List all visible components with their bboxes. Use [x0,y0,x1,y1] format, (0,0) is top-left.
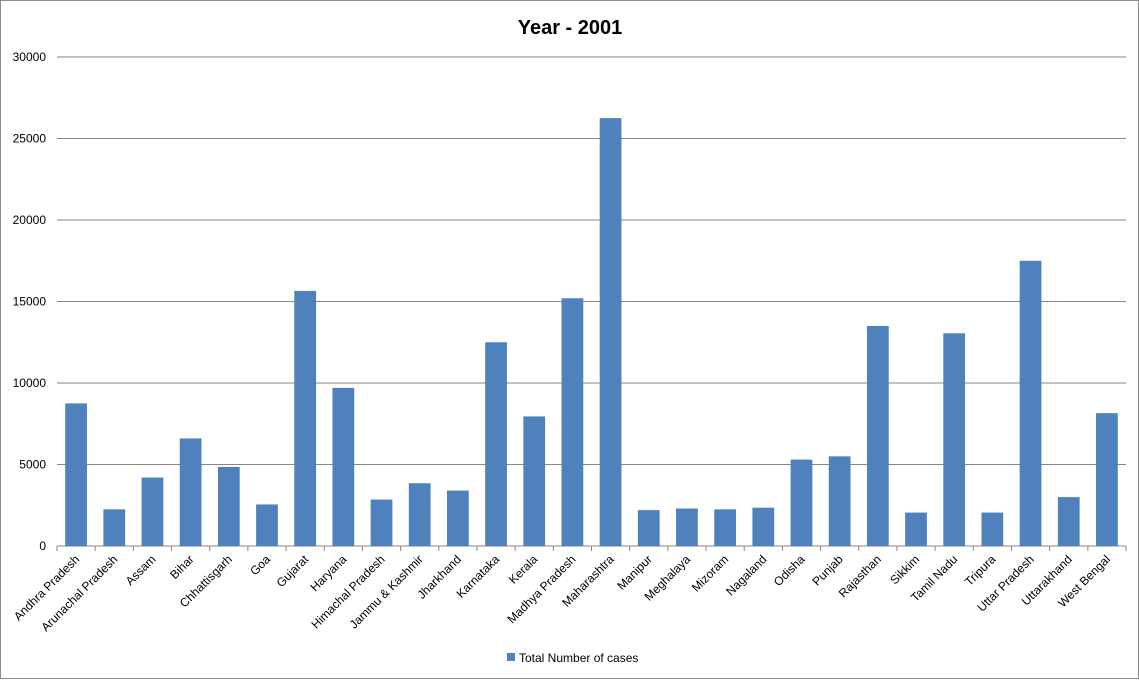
x-tick-label: Sikkim [887,552,922,587]
bars [65,118,1118,546]
y-tick-label: 0 [39,539,46,553]
x-tick-label: Goa [247,552,273,578]
x-tick-label: Assam [123,552,159,588]
bar [332,387,355,546]
x-tick-label: Madhya Pradesh [504,552,578,626]
x-tick-label: Bihar [167,552,197,582]
x-tick-label: Punjab [809,552,846,589]
bar [676,508,698,546]
bar [256,504,278,546]
gridlines [57,56,1126,547]
bar [103,509,126,546]
bar [1096,413,1118,546]
bar [1019,260,1042,546]
bar [866,325,889,546]
y-tick-label: 10000 [13,376,47,390]
bar [446,490,469,546]
bar [637,510,660,546]
bar [790,459,813,546]
y-tick-label: 15000 [13,295,47,309]
bar [1057,497,1080,546]
bar [714,509,737,546]
bar [599,118,622,546]
bar [905,512,927,546]
bar [485,342,507,546]
bar [65,403,87,546]
x-tick-label: Andhra Pradesh [11,552,82,623]
legend: Total Number of cases [507,651,638,665]
bar [561,298,584,546]
x-tick-label: Tripura [962,552,999,589]
legend-label: Total Number of cases [519,651,638,665]
x-tick-label: Kerala [506,552,541,587]
bar [828,456,851,546]
y-axis-ticks: 0 5000 10000 15000 20000 25000 30000 [13,50,47,553]
x-tick-label: Gujarat [274,552,312,590]
bar [523,416,546,546]
bar [141,477,164,546]
bar [752,507,775,546]
bar [981,512,1004,546]
bar [943,333,966,546]
bar [217,466,240,546]
y-tick-label: 5000 [19,458,46,472]
chart-title: Year - 2001 [518,17,623,39]
bar [294,290,317,546]
bar [408,483,431,546]
bar [179,438,202,546]
x-tick-label: Nagaland [723,552,769,598]
legend-swatch [507,653,515,661]
y-tick-label: 30000 [13,50,47,64]
y-tick-label: 25000 [13,132,47,146]
bar [370,499,393,546]
x-tick-label: Odisha [771,552,808,589]
y-tick-label: 20000 [13,213,47,227]
